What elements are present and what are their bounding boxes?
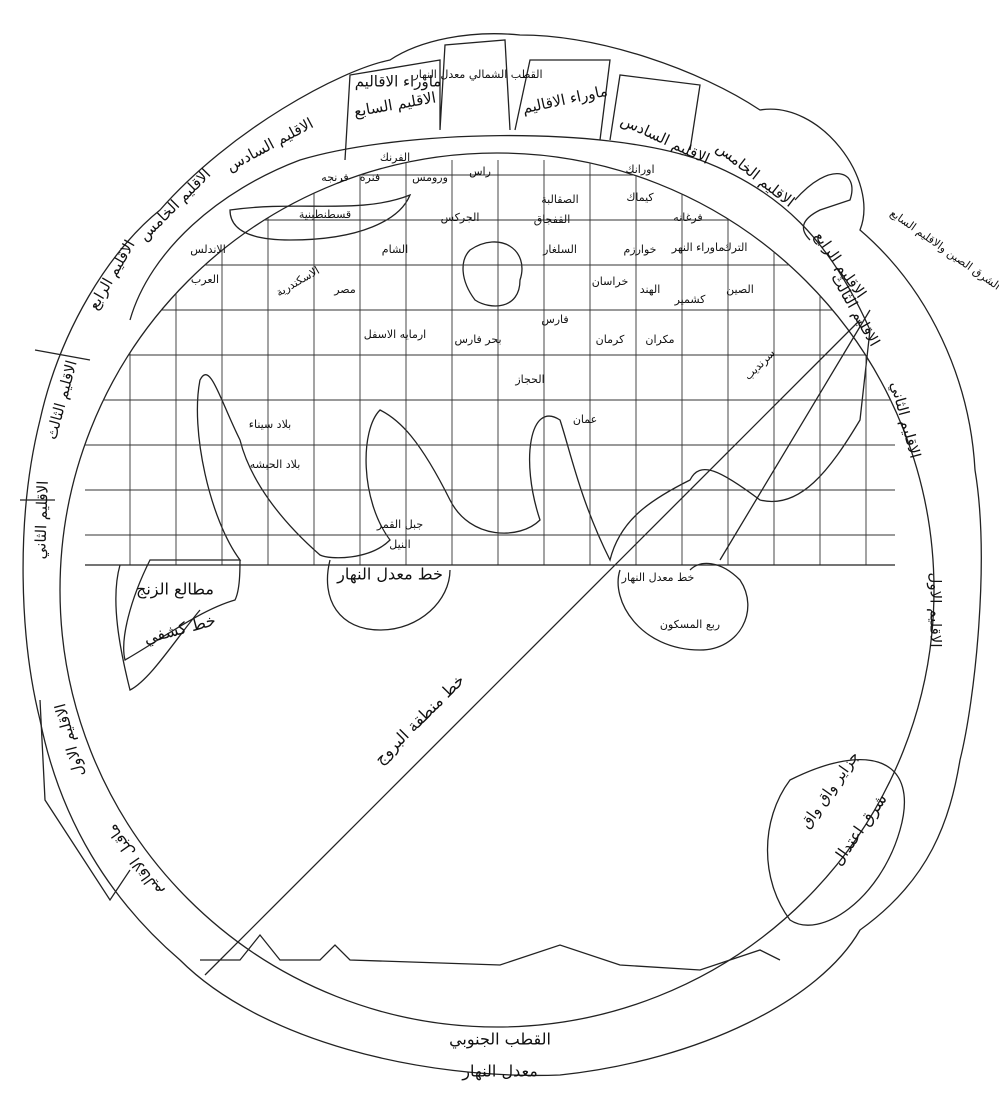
place-label: كيماك [626,191,654,204]
ring-label: الاقليم الخامس [713,138,798,210]
place-label: خط معدل النهار [621,571,695,584]
ring-label: الاقليم السادس [618,111,712,168]
land [326,559,451,631]
landmass [123,134,871,661]
place-label: الاندلس [190,243,226,256]
sea [229,193,412,241]
place-label: جبل القمر [376,518,423,531]
place-label: مصر [333,283,356,296]
place-label: الجركس [441,211,480,224]
ring-label: الاقليم السابع [352,88,437,120]
place-label: ورومس [412,171,448,184]
earth-circle [59,152,935,1028]
ring-label: الاقليم السادس [223,114,316,175]
ring-label: الاقليم الثاني [886,380,925,461]
ring-label: الاقليم الرابع [84,237,138,313]
place-label: فرنجه [321,171,348,184]
place-label: عمان [573,413,597,426]
place-label: راس [469,165,491,178]
mountains [200,933,781,971]
place-label: كرمان [596,333,625,346]
ring-label: شرق اعتدال [828,790,892,869]
south-pole-label: القطب الجنوبي [449,1030,551,1050]
place-label: سرنديب [742,347,778,383]
ring-label: جزاير واق واق [796,748,862,832]
land [115,564,201,691]
ring-label: الاقليم الاول [927,573,945,648]
place-label: الاسكندرية [274,264,322,299]
grid [85,160,895,565]
south-pole-sublabel: معدل النهار [461,1062,538,1082]
ring-tab [766,758,906,926]
place-label: ماوراء النهر [671,241,725,254]
ring-label: الاقليم الثالث [42,358,80,441]
ring-tab [794,172,853,241]
place-label: خوارزم [624,243,657,256]
place-label: خراسان [592,275,629,288]
ring-label: ماوراء الاقاليم [355,73,442,91]
ring-label: الاقليم الخامس [135,165,214,244]
place-label: بحر فارس [454,333,501,346]
place-label: فنره [360,171,380,184]
outer-ring [22,33,982,1077]
place-label: قسطنطينية [299,208,351,221]
place-label: الصقالبة [541,193,578,206]
place-label: القفجاق [534,213,571,226]
place-label: ربع المسكون [660,618,720,631]
place-label: خط معدل النهار [336,565,443,585]
sea [462,241,523,307]
place-label: الترك [723,241,748,254]
place-label: خط كشفي [142,610,218,648]
ring-label: الاقليم الاول [51,702,88,779]
place-label: الحجاز [514,373,544,386]
place-label: ارمايه الاسفل [364,328,427,341]
ring-label: ماوراء الاقاليم [521,82,609,118]
place-label: بلاد سيناء [249,418,291,431]
place-label: مكران [645,333,674,346]
land [617,562,749,651]
place-label: فارس [541,313,568,326]
ecliptic-band [719,309,871,561]
place-label: اورانك [625,163,654,176]
ring-label: الشرق الصين والاقليم السابع [888,207,999,293]
place-label: الفرنك [380,151,410,164]
place-label: النيل [389,538,410,551]
ring-tab [344,39,701,161]
ring-tab [20,349,131,902]
place-label: فرغانه [673,211,702,224]
place-label: الشام [382,243,408,256]
ring-label: القطب الشمالي معدل النهار [412,68,542,81]
place-label: السلغار [542,243,577,256]
place-label: العرب [191,273,219,286]
place-label: مطالع الزنج [136,580,214,600]
place-label: خط منطقة البروج [370,670,469,769]
place-label: الصين [726,283,754,296]
place-label: بلاد الحبشه [250,458,301,471]
ring-label: الاقليم الثاني [31,480,53,559]
ecliptic-line [204,319,861,976]
place-label: كشمير [674,293,707,306]
place-label: الهند [640,283,661,296]
